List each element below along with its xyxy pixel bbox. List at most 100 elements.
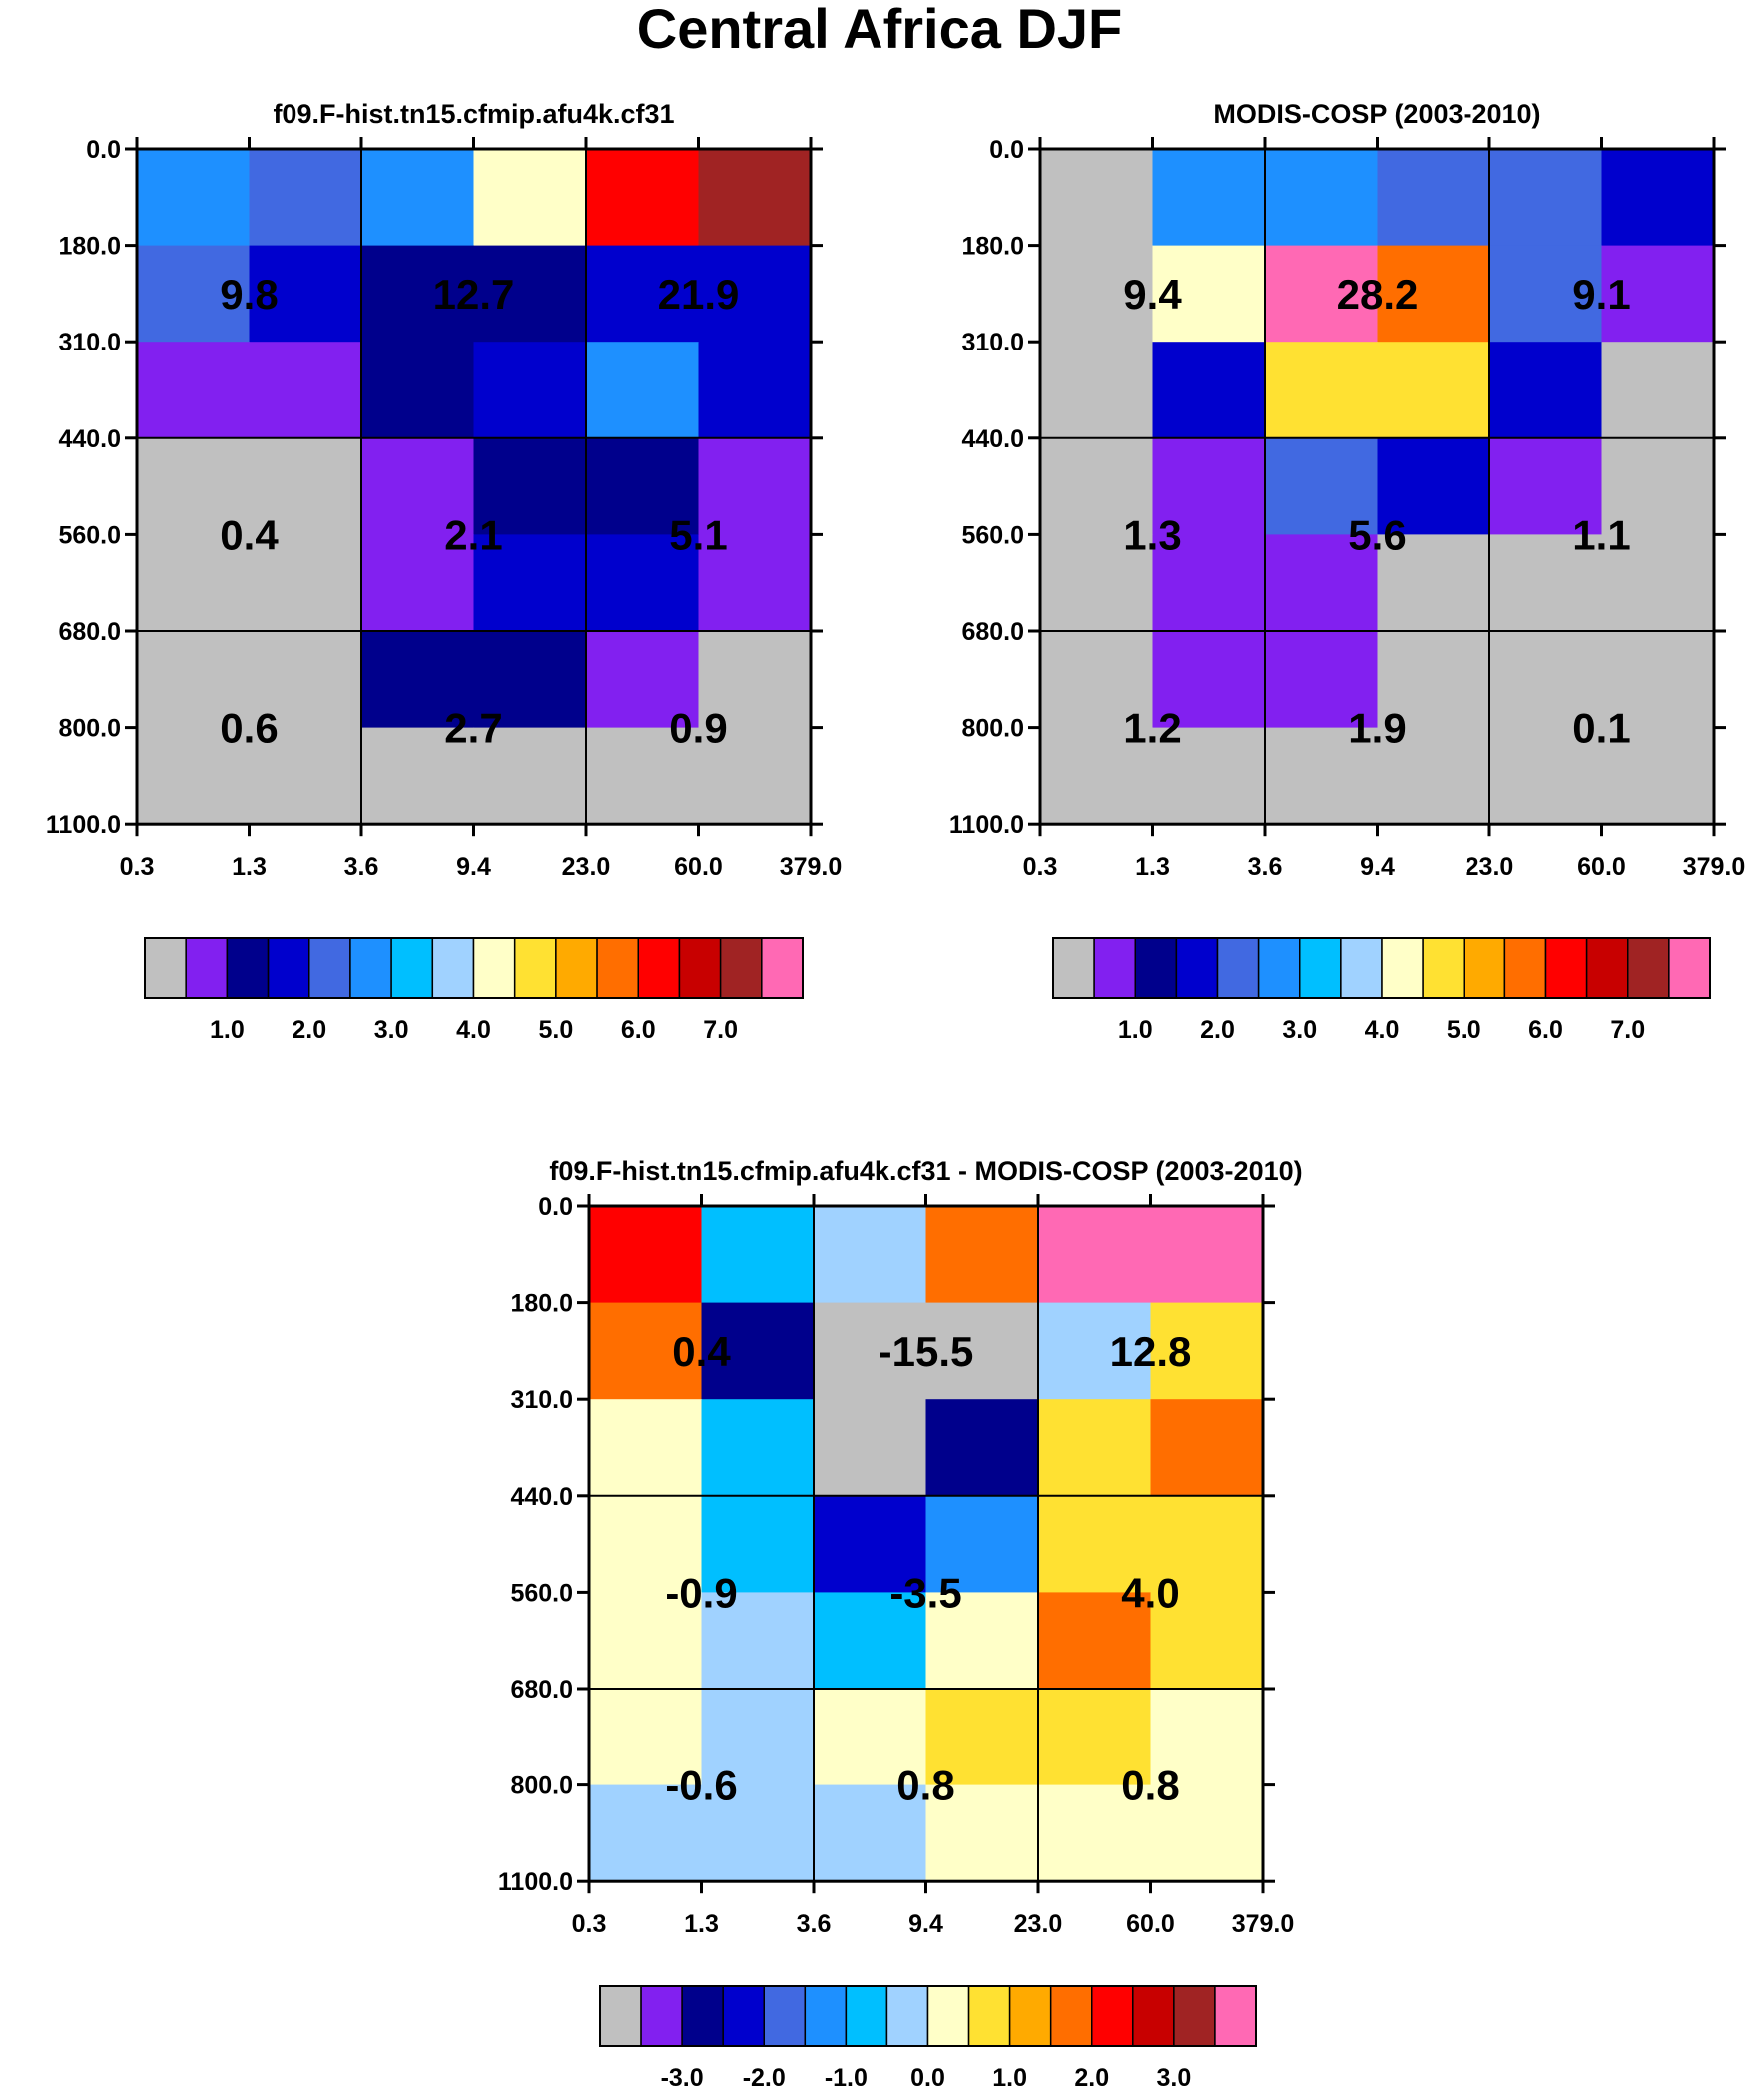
group-value-label: 1.1: [1572, 511, 1630, 558]
group-value-label: 9.4: [1123, 271, 1182, 318]
colorbar-swatch: [719, 937, 763, 999]
heatmap-cell: [1377, 245, 1490, 343]
x-tick-label: 60.0: [674, 853, 723, 881]
heatmap-cell: [1152, 534, 1266, 632]
heatmap-cell: [1152, 342, 1266, 439]
group-value-label: -3.5: [889, 1569, 961, 1616]
heatmap-cell: [701, 1495, 815, 1593]
group-value-label: 0.9: [669, 705, 727, 752]
colorbar-swatch: [1463, 937, 1506, 999]
heatmap-cell: [137, 149, 251, 247]
heatmap-cell: [586, 534, 700, 632]
colorbar-label: 6.0: [621, 1016, 656, 1044]
heatmap-cell: [925, 1495, 1039, 1593]
colorbar-frame: [144, 937, 804, 999]
colorbar-swatch: [226, 937, 270, 999]
heatmap-cell: [1601, 727, 1715, 825]
heatmap-cell: [589, 1784, 703, 1882]
x-tick-label: 23.0: [562, 853, 611, 881]
x-tick-label: 3.6: [344, 853, 379, 881]
colorbar-label: 6.0: [1528, 1016, 1563, 1044]
heatmap-cell: [925, 1206, 1039, 1304]
colorbar-swatch: [1381, 937, 1424, 999]
y-tick-label: 440.0: [58, 425, 121, 453]
heatmap-cell: [137, 245, 251, 343]
y-tick-label: 440.0: [510, 1483, 573, 1511]
colorbar-swatch: [1257, 937, 1301, 999]
y-tick-label: 800.0: [510, 1772, 573, 1800]
heatmap-cell: [1038, 1206, 1152, 1304]
y-tick-label: 180.0: [58, 233, 121, 261]
group-value-label: 28.2: [1337, 271, 1419, 318]
group-value-label: -15.5: [879, 1328, 974, 1375]
heatmap-cell: [586, 149, 700, 247]
heatmap-cell: [1489, 437, 1603, 535]
heatmap-cell: [925, 1592, 1039, 1690]
x-tick-label: 0.3: [120, 853, 155, 881]
colorbar-label: -2.0: [743, 2064, 786, 2092]
x-tick-label: 60.0: [1126, 1910, 1175, 1938]
colorbar-label: -3.0: [661, 2064, 704, 2092]
colorbar-swatch: [1132, 1985, 1175, 2047]
heatmap-cell: [249, 149, 362, 247]
heatmap-cell: [137, 437, 251, 535]
group-value-label: 12.8: [1110, 1328, 1192, 1375]
colorbar-swatch: [1093, 937, 1136, 999]
heatmap-cell: [925, 1302, 1039, 1400]
colorbar-swatch: [431, 937, 475, 999]
heatmap-cell: [814, 1302, 927, 1400]
colorbar-swatch: [885, 1985, 929, 2047]
colorbar-swatch: [513, 937, 557, 999]
heatmap-cell: [814, 1784, 927, 1882]
colorbar-swatch: [1668, 937, 1711, 999]
colorbar-swatch: [804, 1985, 848, 2047]
colorbar-label: 3.0: [1282, 1016, 1317, 1044]
x-tick-label: 1.3: [232, 853, 267, 881]
heatmap-cell: [1040, 342, 1154, 439]
heatmap-cell: [137, 534, 251, 632]
heatmap-cell: [361, 149, 475, 247]
colorbar-swatch: [1134, 937, 1178, 999]
heatmap-cell: [1265, 727, 1379, 825]
heatmap-cell: [1152, 727, 1266, 825]
heatmap-cell: [361, 437, 475, 535]
group-value-label: 0.8: [896, 1762, 954, 1809]
heatmap-cell: [1040, 245, 1154, 343]
heatmap-cell: [589, 1399, 703, 1497]
heatmap-cell: [589, 1689, 703, 1786]
heatmap-cell: [925, 1689, 1039, 1786]
heatmap-cell: [589, 1206, 703, 1304]
heatmap-cell: [249, 342, 362, 439]
heatmap-cell: [1377, 727, 1490, 825]
group-value-label: 2.7: [444, 705, 502, 752]
colorbar-swatch: [267, 937, 310, 999]
y-tick-label: 0.0: [989, 136, 1024, 164]
heatmap-cell: [1152, 149, 1266, 247]
group-value-label: -0.6: [665, 1762, 737, 1809]
heatmap-cell: [698, 631, 812, 729]
colorbar-swatch: [640, 1985, 683, 2047]
heatmap-cell: [1040, 727, 1154, 825]
heatmap-cell: [1150, 1592, 1264, 1690]
heatmap-cell: [925, 1784, 1039, 1882]
x-tick-label: 0.3: [1023, 853, 1058, 881]
group-value-label: 0.8: [1121, 1762, 1179, 1809]
y-tick-label: 680.0: [58, 618, 121, 646]
group-value-label: 21.9: [658, 271, 740, 318]
heatmap-cell: [249, 437, 362, 535]
panel-title: MODIS-COSP (2003-2010): [1213, 99, 1540, 129]
heatmap-cell: [814, 1689, 927, 1786]
group-value-label: 12.7: [433, 271, 515, 318]
heatmap-cell: [249, 631, 362, 729]
panel-modis: MODIS-COSP (2003-2010) 0.0 180.0 310.0 440.0…: [949, 99, 1745, 1044]
heatmap-cell: [701, 1302, 815, 1400]
heatmap-cell: [701, 1784, 815, 1882]
colorbar-swatch: [845, 1985, 888, 2047]
heatmap-cell: [361, 727, 475, 825]
y-tick-label: 180.0: [510, 1290, 573, 1318]
group-value-label: 2.1: [444, 511, 502, 558]
heatmap-cell: [698, 245, 812, 343]
group-value-label: 0.6: [220, 705, 278, 752]
heatmap-cell: [701, 1399, 815, 1497]
